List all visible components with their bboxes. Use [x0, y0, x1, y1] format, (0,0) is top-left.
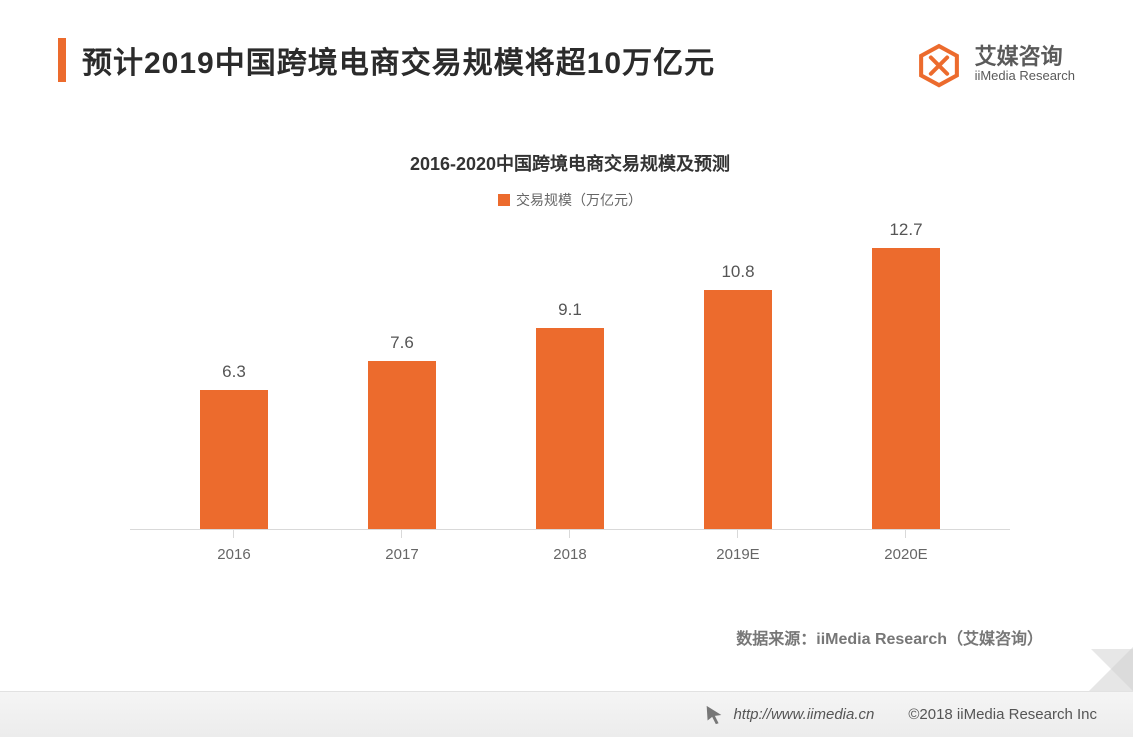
- bar-slot: 6.3: [167, 220, 301, 529]
- tick-mark: [335, 530, 469, 538]
- mouse-cursor-icon: [703, 704, 725, 726]
- footer-link[interactable]: http://www.iimedia.cn: [733, 706, 874, 723]
- bar-slot: 9.1: [503, 220, 637, 529]
- title-accent-bar: [58, 38, 66, 82]
- chart: 2016-2020中国跨境电商交易规模及预测 交易规模（万亿元） 6.3 7.6 9…: [130, 150, 1010, 563]
- tick-mark: [671, 530, 805, 538]
- footer-copyright: ©2018 iiMedia Research Inc: [908, 706, 1097, 723]
- bar: [200, 390, 268, 530]
- bar-slot: 12.7: [839, 220, 973, 529]
- page-corner-fold: [1089, 647, 1133, 691]
- chart-title: 2016-2020中国跨境电商交易规模及预测: [130, 150, 1010, 176]
- bar-value-label: 10.8: [721, 262, 754, 282]
- x-axis-label: 2016: [167, 546, 301, 563]
- x-axis-label: 2020E: [839, 546, 973, 563]
- bar-value-label: 9.1: [558, 300, 582, 320]
- x-axis-label: 2019E: [671, 546, 805, 563]
- data-source: 数据来源：iiMedia Research（艾媒咨询）: [736, 625, 1043, 649]
- logo-text: 艾媒咨询 iiMedia Research: [975, 44, 1075, 84]
- footer-url: http://www.iimedia.cn: [703, 704, 874, 726]
- chart-plot: 6.3 7.6 9.1 10.8 12.7: [130, 220, 1010, 530]
- tick-mark: [503, 530, 637, 538]
- x-axis-label: 2017: [335, 546, 469, 563]
- bar-slot: 10.8: [671, 220, 805, 529]
- page-title: 预计2019中国跨境电商交易规模将超10万亿元: [82, 38, 715, 82]
- source-label: 数据来源：: [736, 631, 816, 648]
- bar-value-label: 7.6: [390, 333, 414, 353]
- footer: http://www.iimedia.cn ©2018 iiMedia Rese…: [0, 691, 1133, 737]
- logo-en: iiMedia Research: [975, 69, 1075, 84]
- bar: [536, 328, 604, 530]
- legend-swatch: [498, 194, 510, 206]
- bar: [872, 248, 940, 529]
- x-axis-label: 2018: [503, 546, 637, 563]
- bar: [368, 361, 436, 529]
- bar-slot: 7.6: [335, 220, 469, 529]
- chart-xlabels: 2016 2017 2018 2019E 2020E: [130, 546, 1010, 563]
- chart-ticks: [130, 530, 1010, 538]
- tick-mark: [839, 530, 973, 538]
- source-value: iiMedia Research（艾媒咨询）: [816, 631, 1043, 648]
- legend-label: 交易规模（万亿元）: [516, 192, 642, 208]
- brand-logo: 艾媒咨询 iiMedia Research: [913, 38, 1075, 90]
- chart-legend: 交易规模（万亿元）: [130, 190, 1010, 210]
- logo-cn: 艾媒咨询: [975, 44, 1075, 69]
- tick-mark: [167, 530, 301, 538]
- bar-value-label: 6.3: [222, 362, 246, 382]
- bar-value-label: 12.7: [889, 220, 922, 240]
- title-wrap: 预计2019中国跨境电商交易规模将超10万亿元: [58, 38, 715, 82]
- logo-icon: [913, 38, 965, 90]
- header: 预计2019中国跨境电商交易规模将超10万亿元 艾媒咨询 iiMedia Res…: [58, 38, 1075, 90]
- bar: [704, 290, 772, 529]
